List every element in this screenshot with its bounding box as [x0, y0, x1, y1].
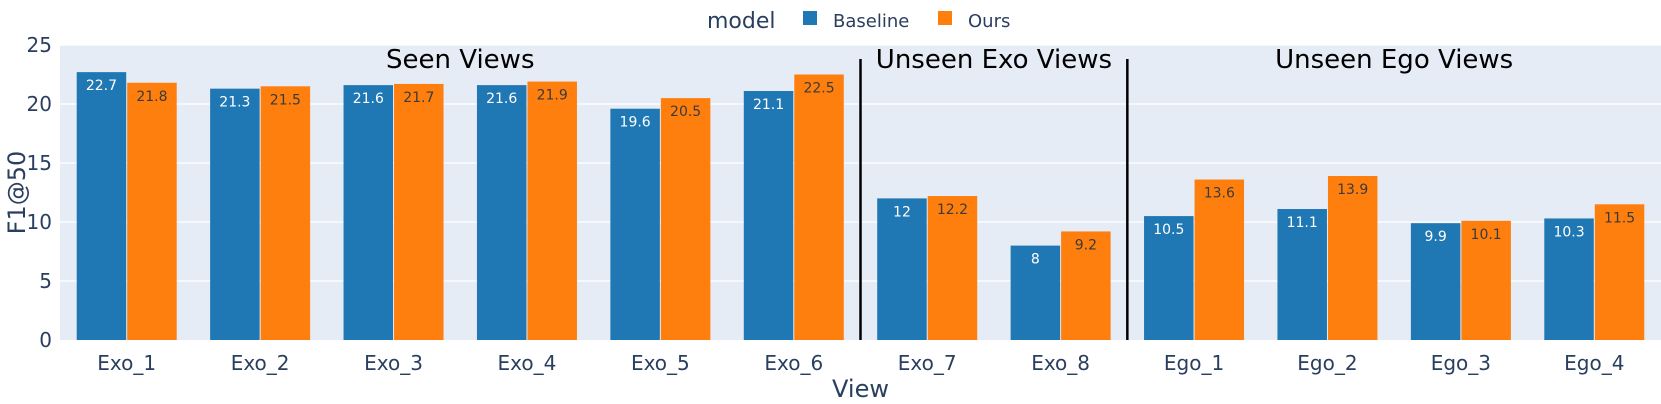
y-axis-title: F1@50 — [3, 151, 31, 235]
bar-baseline-exo_5 — [610, 108, 660, 340]
group-label: Unseen Exo Views — [876, 45, 1112, 75]
bar-ours-exo_1 — [127, 82, 177, 340]
bar-value-label: 9.9 — [1424, 229, 1446, 245]
x-tick-label: Exo_7 — [898, 351, 957, 375]
x-axis-ticks: Exo_1 Exo_2 Exo_3 Exo_4 Exo_5 Exo_6 Exo_7 Exo_8… — [97, 351, 1624, 375]
bar-value-label: 21.3 — [219, 95, 250, 111]
bar-baseline-ego_4 — [1544, 218, 1594, 340]
bar-value-label: 22.7 — [86, 78, 117, 94]
bar-value-label: 8 — [1031, 252, 1040, 268]
bar-ours-exo_2 — [260, 86, 311, 340]
bar-baseline-exo_3 — [343, 85, 394, 341]
bar-value-label: 21.1 — [753, 97, 784, 113]
bar-value-label: 21.5 — [270, 92, 301, 108]
bar-value-label: 13.9 — [1337, 182, 1368, 198]
bar-ours-ego_3 — [1461, 220, 1511, 340]
legend-label-baseline: Baseline — [833, 11, 909, 32]
y-tick-label: 15 — [27, 151, 52, 175]
bar-value-label: 22.5 — [803, 81, 834, 97]
bar-baseline-exo_6 — [743, 91, 794, 341]
bar-ours-exo_6 — [794, 74, 844, 340]
y-axis-ticks: 0 5 10 15 20 25 — [27, 33, 52, 352]
bar-baseline-exo_2 — [210, 88, 260, 340]
bar-value-label: 12 — [893, 204, 911, 220]
bar-ours-exo_5 — [660, 98, 711, 340]
y-tick-label: 5 — [39, 269, 52, 293]
y-tick-label: 10 — [27, 210, 52, 234]
legend-label-ours: Ours — [968, 11, 1010, 32]
bar-ours-ego_2 — [1327, 175, 1378, 340]
y-tick-label: 20 — [27, 92, 52, 116]
x-tick-label: Ego_2 — [1297, 351, 1357, 375]
bar-value-label: 10.3 — [1553, 224, 1584, 240]
legend-title: model — [707, 9, 776, 34]
y-tick-label: 25 — [27, 33, 52, 57]
bar-ours-ego_1 — [1194, 179, 1245, 340]
bar-ours-exo_8 — [1061, 231, 1111, 340]
bar-value-label: 21.8 — [136, 89, 167, 105]
bar-ours-ego_4 — [1594, 204, 1645, 340]
bar-value-label: 21.7 — [403, 90, 434, 106]
bar-baseline-ego_2 — [1277, 209, 1327, 340]
bar-ours-exo_3 — [394, 83, 444, 340]
x-tick-label: Exo_1 — [97, 351, 156, 375]
bar-value-label: 20.5 — [670, 104, 701, 120]
x-tick-label: Exo_6 — [764, 351, 823, 375]
x-tick-label: Ego_4 — [1564, 351, 1624, 375]
group-label: Unseen Ego Views — [1275, 45, 1513, 75]
x-tick-label: Ego_1 — [1164, 351, 1224, 375]
group-dividers — [859, 59, 1129, 340]
bar-value-label: 21.6 — [486, 91, 517, 107]
bar-value-label: 19.6 — [620, 115, 651, 131]
x-tick-label: Exo_4 — [498, 351, 557, 375]
bar-value-label: 9.2 — [1075, 237, 1097, 253]
x-tick-label: Ego_3 — [1431, 351, 1491, 375]
bar-baseline-exo_8 — [1010, 245, 1061, 340]
bar-value-label: 10.5 — [1153, 222, 1184, 238]
bar-value-label: 13.6 — [1204, 186, 1235, 202]
legend: model Baseline Ours — [707, 9, 1010, 34]
y-tick-label: 0 — [39, 328, 52, 352]
legend-swatch-baseline — [803, 11, 817, 25]
x-tick-label: Exo_8 — [1031, 351, 1090, 375]
bar-value-label: 11.5 — [1604, 210, 1635, 226]
x-tick-label: Exo_5 — [631, 351, 690, 375]
bar-ours-exo_7 — [927, 196, 978, 340]
x-axis-title: View — [832, 375, 889, 403]
bar-value-label: 21.9 — [537, 88, 568, 104]
bar-value-label: 21.6 — [353, 91, 384, 107]
group-labels: Seen Views Unseen Exo Views Unseen Ego Vie… — [386, 45, 1513, 75]
bar-baseline-exo_1 — [76, 72, 127, 340]
x-tick-label: Exo_3 — [364, 351, 423, 375]
legend-swatch-ours — [938, 11, 952, 25]
bar-ours-exo_4 — [527, 81, 577, 340]
bar-value-label: 11.1 — [1287, 215, 1318, 231]
bars — [76, 72, 1645, 341]
bar-labels: 22.7 21.8 21.3 21.5 21.6 21.7 21.6 21.9 19.6 20.5… — [86, 78, 1635, 267]
x-tick-label: Exo_2 — [231, 351, 290, 375]
bar-baseline-ego_3 — [1410, 223, 1461, 340]
group-label: Seen Views — [386, 45, 534, 75]
bar-baseline-exo_4 — [476, 85, 527, 341]
bar-baseline-ego_1 — [1144, 216, 1194, 340]
bar-baseline-exo_7 — [877, 198, 927, 340]
bar-value-label: 10.1 — [1471, 227, 1502, 243]
bar-value-label: 12.2 — [937, 202, 968, 218]
